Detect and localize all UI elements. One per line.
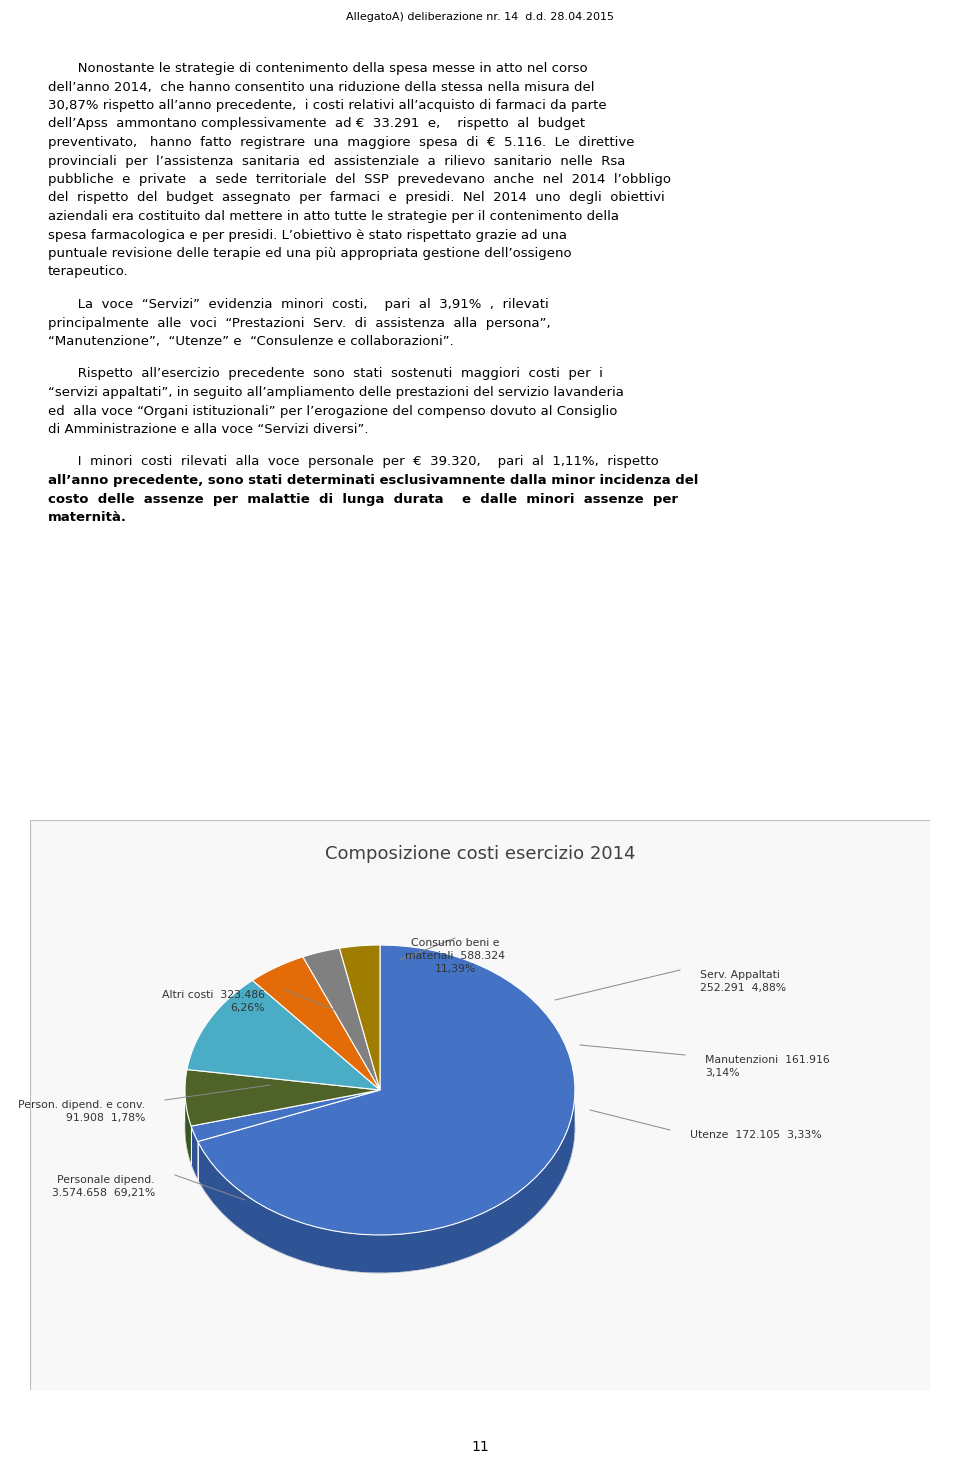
Text: 252.291  4,88%: 252.291 4,88%: [700, 983, 786, 994]
Text: pubbliche  e  private   a  sede  territoriale  del  SSP  prevedevano  anche  nel: pubbliche e private a sede territoriale …: [48, 173, 671, 187]
Text: AllegatoA) deliberazione nr. 14  d.d. 28.04.2015: AllegatoA) deliberazione nr. 14 d.d. 28.…: [346, 12, 614, 22]
Ellipse shape: [185, 983, 575, 1273]
Text: aziendali era costituito dal mettere in atto tutte le strategie per il contenime: aziendali era costituito dal mettere in …: [48, 210, 619, 223]
Text: Altri costi  323.486: Altri costi 323.486: [162, 989, 265, 1000]
Text: 6,26%: 6,26%: [230, 1003, 265, 1013]
Polygon shape: [185, 1070, 380, 1126]
Text: 3.574.658  69,21%: 3.574.658 69,21%: [52, 1188, 155, 1198]
Text: dell’Apss  ammontano complessivamente  ad €  33.291  e,    rispetto  al  budget: dell’Apss ammontano complessivamente ad …: [48, 118, 586, 131]
Polygon shape: [198, 1094, 575, 1273]
Text: costo  delle  assenze  per  malattie  di  lunga  durata    e  dalle  minori  ass: costo delle assenze per malattie di lung…: [48, 492, 678, 506]
Text: 3,14%: 3,14%: [705, 1069, 739, 1078]
Text: dell’anno 2014,  che hanno consentito una riduzione della stessa nella misura de: dell’anno 2014, che hanno consentito una…: [48, 81, 594, 94]
Text: materiali  588.324: materiali 588.324: [405, 951, 505, 961]
Text: Manutenzioni  161.916: Manutenzioni 161.916: [705, 1055, 829, 1064]
Text: 30,87% rispetto all’anno precedente,  i costi relativi all’acquisto di farmaci d: 30,87% rispetto all’anno precedente, i c…: [48, 98, 607, 112]
Text: del  rispetto  del  budget  assegnato  per  farmaci  e  presidi.  Nel  2014  uno: del rispetto del budget assegnato per fa…: [48, 191, 664, 204]
Text: Consumo beni e: Consumo beni e: [411, 938, 499, 948]
Polygon shape: [191, 1126, 198, 1179]
Polygon shape: [198, 945, 575, 1235]
Polygon shape: [303, 948, 380, 1089]
Polygon shape: [187, 980, 380, 1089]
Text: spesa farmacologica e per presidi. L’obiettivo è stato rispettato grazie ad una: spesa farmacologica e per presidi. L’obi…: [48, 228, 567, 241]
Text: maternità.: maternità.: [48, 512, 127, 523]
Text: Serv. Appaltati: Serv. Appaltati: [700, 970, 780, 980]
Polygon shape: [185, 1091, 191, 1164]
Text: I  minori  costi  rilevati  alla  voce  personale  per  €  39.320,    pari  al  : I minori costi rilevati alla voce person…: [48, 456, 659, 469]
Text: all’anno precedente, sono stati determinati esclusivamnente dalla minor incidenz: all’anno precedente, sono stati determin…: [48, 473, 698, 487]
Text: 11,39%: 11,39%: [434, 964, 476, 975]
Text: “Manutenzione”,  “Utenze” e  “Consulenze e collaborazioni”.: “Manutenzione”, “Utenze” e “Consulenze e…: [48, 335, 454, 348]
Text: 11: 11: [471, 1441, 489, 1454]
Text: Utenze  172.105  3,33%: Utenze 172.105 3,33%: [690, 1130, 822, 1141]
Text: Rispetto  all’esercizio  precedente  sono  stati  sostenuti  maggiori  costi  pe: Rispetto all’esercizio precedente sono s…: [48, 368, 603, 381]
Polygon shape: [340, 945, 380, 1089]
Text: ed  alla voce “Organi istituzionali” per l’erogazione del compenso dovuto al Con: ed alla voce “Organi istituzionali” per …: [48, 404, 617, 417]
Polygon shape: [191, 1089, 380, 1142]
Text: Personale dipend.: Personale dipend.: [58, 1175, 155, 1185]
Text: Composizione costi esercizio 2014: Composizione costi esercizio 2014: [324, 845, 636, 863]
Text: puntuale revisione delle terapie ed una più appropriata gestione dell’ossigeno: puntuale revisione delle terapie ed una …: [48, 247, 571, 260]
Text: Nonostante le strategie di contenimento della spesa messe in atto nel corso: Nonostante le strategie di contenimento …: [48, 62, 588, 75]
Text: principalmente  alle  voci  “Prestazioni  Serv.  di  assistenza  alla  persona”,: principalmente alle voci “Prestazioni Se…: [48, 316, 551, 329]
Text: preventivato,   hanno  fatto  registrare  una  maggiore  spesa  di  €  5.116.  L: preventivato, hanno fatto registrare una…: [48, 137, 635, 148]
FancyBboxPatch shape: [30, 820, 930, 1391]
Text: di Amministrazione e alla voce “Servizi diversi”.: di Amministrazione e alla voce “Servizi …: [48, 423, 369, 437]
Text: terapeutico.: terapeutico.: [48, 266, 129, 278]
Text: La  voce  “Servizi”  evidenzia  minori  costi,    pari  al  3,91%  ,  rilevati: La voce “Servizi” evidenzia minori costi…: [48, 298, 549, 312]
Text: Person. dipend. e conv.: Person. dipend. e conv.: [18, 1100, 145, 1110]
Polygon shape: [252, 957, 380, 1089]
Text: “servizi appaltati”, in seguito all’ampliamento delle prestazioni del servizio l: “servizi appaltati”, in seguito all’ampl…: [48, 387, 624, 398]
Text: 91.908  1,78%: 91.908 1,78%: [65, 1113, 145, 1123]
Text: provinciali  per  l’assistenza  sanitaria  ed  assistenziale  a  rilievo  sanita: provinciali per l’assistenza sanitaria e…: [48, 154, 625, 168]
